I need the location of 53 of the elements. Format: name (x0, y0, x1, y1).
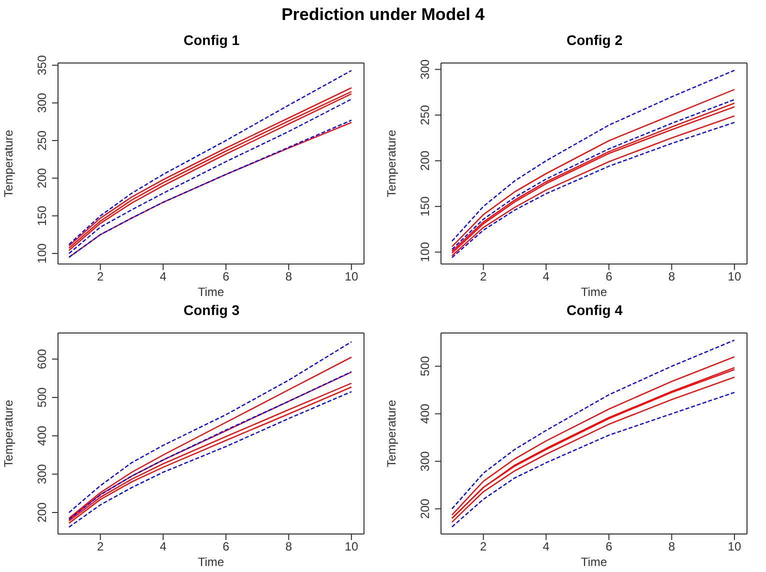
text: Prediction under Model 4 (280, 4, 486, 26)
x-tick-label: 4 (160, 270, 167, 284)
chart-title: Config 1 (182, 31, 240, 50)
x-tick-label: 6 (606, 540, 613, 554)
y-tick-label: 400 (418, 403, 432, 424)
y-tick-label: 100 (35, 243, 49, 264)
y-axis-title: Temperature (1, 129, 16, 198)
y-tick-label: 200 (35, 168, 49, 188)
x-tick-label: 4 (542, 270, 550, 284)
x-tick-label: 8 (285, 540, 292, 554)
y-tick-label: 200 (418, 498, 432, 519)
x-tick-label: 8 (668, 270, 676, 284)
y-tick-label: 100 (418, 242, 432, 262)
x-tick-label: 6 (222, 540, 230, 554)
x-tick-label: 10 (728, 270, 742, 284)
y-tick-label: 250 (418, 104, 432, 126)
x-axis-title: Time (198, 285, 224, 299)
chart-title: Config 4 (566, 301, 624, 320)
x-tick-label: 8 (668, 540, 676, 554)
x-tick-label: 2 (480, 270, 488, 284)
chart-title: Config 2 (566, 31, 624, 50)
y-axis-title: Temperature (1, 399, 16, 468)
x-tick-label: 2 (97, 270, 104, 284)
x-tick-label: 10 (344, 540, 358, 554)
y-tick-label: 300 (418, 450, 432, 472)
y-tick-label: 150 (418, 196, 432, 216)
x-tick-label: 4 (542, 540, 550, 554)
y-tick-label: 300 (418, 59, 432, 80)
y-tick-label: 600 (35, 348, 49, 370)
x-tick-label: 6 (222, 270, 230, 284)
x-tick-label: 10 (344, 270, 358, 284)
y-tick-label: 500 (35, 387, 49, 408)
y-tick-label: 250 (35, 130, 49, 151)
y-tick-label: 350 (35, 54, 49, 76)
x-tick-label: 10 (728, 540, 742, 554)
y-axis-title: Temperature (384, 399, 398, 468)
y-tick-label: 300 (35, 92, 49, 113)
x-tick-label: 2 (97, 540, 104, 554)
y-axis-title: Temperature (384, 129, 398, 198)
y-tick-label: 400 (35, 425, 49, 446)
y-tick-label: 500 (418, 356, 432, 376)
x-tick-label: 4 (160, 540, 167, 554)
x-axis-title: Time (198, 555, 224, 569)
x-axis-title: Time (580, 555, 608, 569)
x-tick-label: 6 (606, 270, 613, 284)
y-tick-label: 200 (35, 502, 49, 523)
x-tick-label: 8 (285, 270, 292, 284)
x-tick-label: 2 (480, 540, 488, 554)
chart-title: Config 3 (182, 301, 240, 320)
y-tick-label: 200 (418, 150, 432, 171)
y-tick-label: 150 (35, 205, 49, 226)
y-tick-label: 300 (35, 464, 49, 484)
x-axis-title: Time (580, 285, 608, 299)
